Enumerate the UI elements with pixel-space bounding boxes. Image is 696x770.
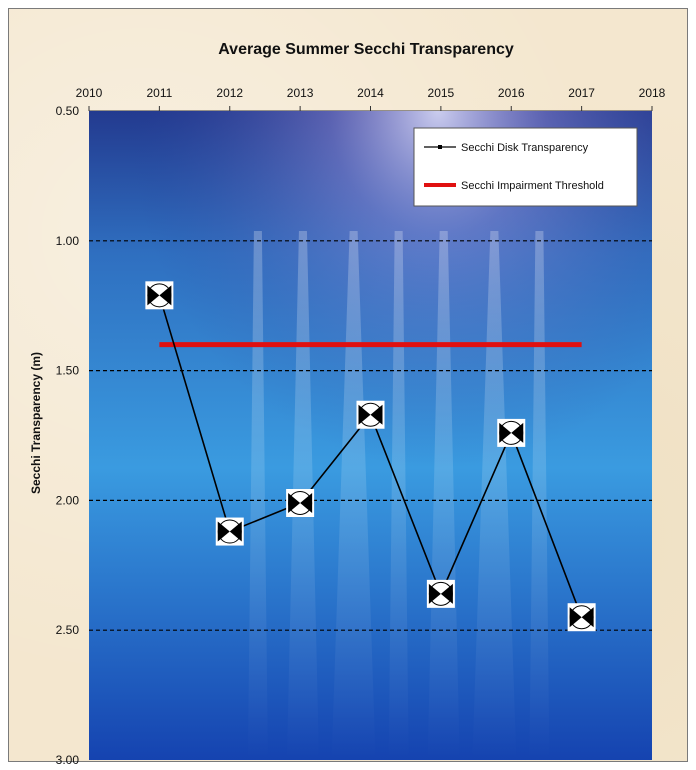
light-ray [247, 231, 268, 760]
legend-swatch-secchi-marker [438, 145, 442, 149]
secchi-disk-outline [358, 402, 383, 427]
series-layer [145, 281, 596, 632]
light-ray [388, 231, 409, 760]
x-tick-label: 2016 [498, 86, 525, 100]
y-tick-label: 3.00 [56, 753, 80, 767]
legend-label-threshold: Secchi Impairment Threshold [461, 180, 604, 192]
gridlines [89, 240, 652, 631]
secchi-disk-quadrant [229, 521, 242, 542]
secchi-disk-outline [147, 283, 172, 308]
secchi-disk-quadrant [217, 521, 230, 542]
secchi-disk-quadrant [147, 285, 160, 306]
legend-label-secchi: Secchi Disk Transparency [461, 142, 589, 154]
y-tick-label: 1.00 [56, 234, 80, 248]
light-rays [247, 231, 550, 760]
secchi-disk-quadrant [511, 422, 524, 443]
secchi-disk-outline [499, 420, 524, 445]
data-point [286, 488, 315, 517]
secchi-disk-outline [428, 581, 453, 606]
x-tick-label: 2012 [216, 86, 243, 100]
secchi-disk-quadrant [300, 492, 313, 513]
secchi-disk-quadrant [288, 492, 301, 513]
data-point [497, 418, 526, 447]
chart-title: Average Summer Secchi Transparency [218, 41, 514, 58]
secchi-disk-quadrant [581, 607, 594, 628]
light-ray [529, 231, 550, 760]
x-tick-label: 2013 [287, 86, 314, 100]
y-tick-label: 2.50 [56, 623, 80, 637]
secchi-disk-quadrant [569, 607, 582, 628]
secchi-disk-quadrant [440, 583, 453, 604]
y-tick-label: 1.50 [56, 364, 80, 378]
secchi-disk-outline [569, 605, 594, 630]
secchi-disk-outline [217, 519, 242, 544]
light-ray [427, 231, 460, 760]
x-tick-label: 2011 [146, 86, 172, 100]
data-point [567, 603, 596, 632]
x-tick-label: 2015 [428, 86, 455, 100]
legend-box [413, 127, 638, 207]
y-axis-label: Secchi Transparency (m) [29, 352, 43, 494]
light-ray [472, 231, 517, 760]
y-axis: 0.50 1.00 1.50 2.00 2.50 3.00 [56, 104, 80, 767]
secchi-disk-quadrant [159, 285, 172, 306]
secchi-disk-quadrant [499, 422, 512, 443]
data-point [145, 281, 174, 310]
secchi-disk-quadrant [358, 404, 371, 425]
legend: Secchi Disk Transparency Secchi Impairme… [413, 127, 638, 207]
data-point [356, 400, 385, 429]
y-tick-label: 0.50 [56, 104, 80, 118]
secchi-disk-outline [288, 490, 313, 515]
x-tick-label: 2017 [568, 86, 595, 100]
data-point [215, 517, 244, 546]
x-tick-label: 2018 [639, 86, 666, 100]
data-point [426, 579, 455, 608]
x-tick-label: 2010 [76, 86, 103, 100]
plot-area [89, 111, 652, 760]
x-axis: 2010 2011 2012 2013 2014 2015 2016 2017 2018 [76, 86, 666, 112]
x-tick-label: 2014 [357, 86, 384, 100]
secchi-disk-quadrant [370, 404, 383, 425]
y-tick-label: 2.00 [56, 493, 80, 507]
secchi-disk-quadrant [428, 583, 441, 604]
light-ray [331, 231, 376, 760]
